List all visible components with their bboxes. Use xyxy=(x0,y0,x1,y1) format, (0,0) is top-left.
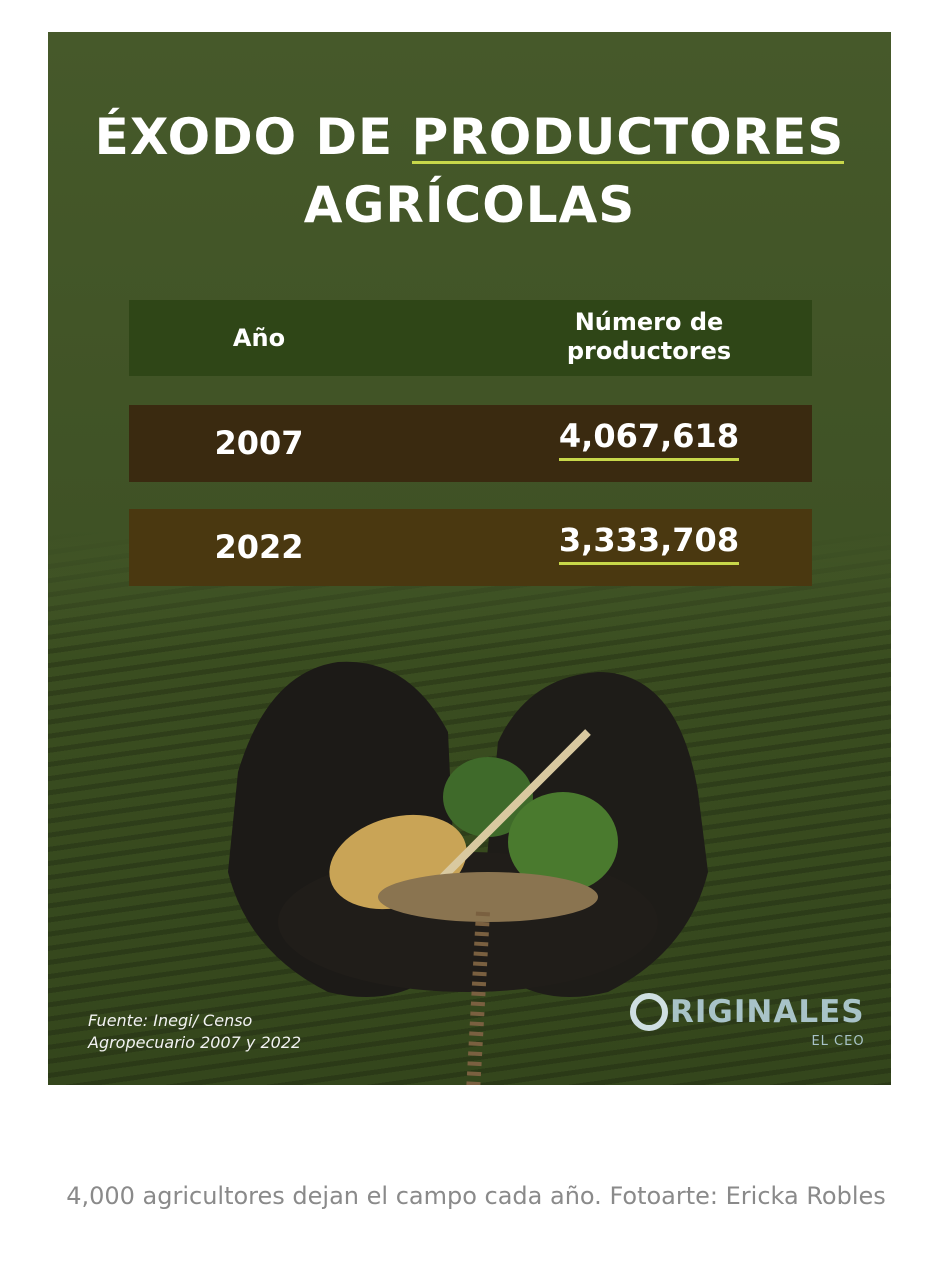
year-cell: 2007 xyxy=(214,424,304,462)
title-line-1: ÉXODO DE PRODUCTORES xyxy=(48,108,891,166)
source-note: Fuente: Inegi/ Censo Agropecuario 2007 y… xyxy=(88,1010,301,1054)
logo-o-ring-icon xyxy=(630,993,668,1031)
title-highlight: PRODUCTORES xyxy=(411,108,845,166)
count-cell: 3,333,708 xyxy=(558,521,740,565)
table-row: 2007 4,067,618 xyxy=(129,405,812,482)
logo-text: RIGINALES xyxy=(670,994,865,1030)
image-caption: 4,000 agricultores dejan el campo cada a… xyxy=(66,1182,886,1210)
header-year: Año xyxy=(232,324,286,352)
title-part: ÉXODO DE xyxy=(94,108,412,166)
hands-with-crops-illustration xyxy=(228,661,708,1085)
source-line: Fuente: Inegi/ Censo xyxy=(88,1011,253,1030)
logo-subtext: EL CEO xyxy=(811,1034,865,1049)
table-row: 2022 3,333,708 xyxy=(129,509,812,586)
table-header: Año Número de productores xyxy=(129,300,812,376)
year-cell: 2022 xyxy=(214,528,304,566)
title-line-2: AGRÍCOLAS xyxy=(303,176,636,234)
count-cell-wrap: 4,067,618 xyxy=(529,417,769,461)
source-line: Agropecuario 2007 y 2022 xyxy=(88,1033,302,1052)
header-count: Número de productores xyxy=(566,308,732,365)
infographic-image: ÉXODO DE PRODUCTORES AGRÍCOLAS Año Númer… xyxy=(48,32,891,1085)
logo-main: RIGINALES xyxy=(630,992,865,1032)
count-cell: 4,067,618 xyxy=(558,417,740,461)
count-cell-wrap: 3,333,708 xyxy=(529,521,769,565)
originales-logo: RIGINALES EL CEO xyxy=(630,992,865,1050)
